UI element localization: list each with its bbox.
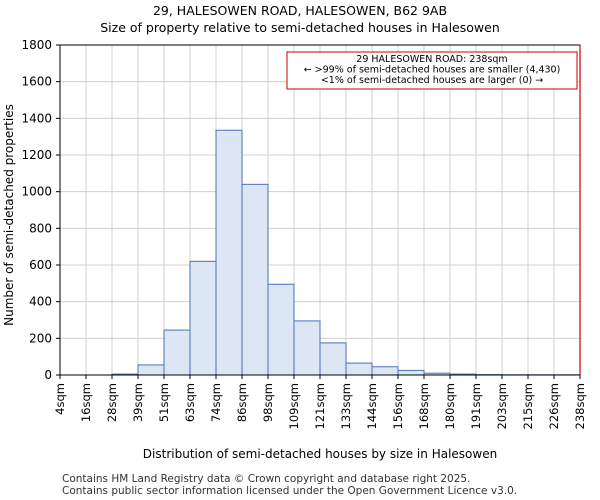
x-tick-label: 98sqm (261, 383, 275, 422)
x-tick-label: 180sqm (443, 383, 457, 429)
bar (293, 320, 321, 376)
x-tick-label: 4sqm (53, 383, 67, 415)
bar (397, 369, 425, 376)
y-tick-label: 0 (44, 368, 52, 382)
bar (163, 329, 191, 376)
x-tick-label: 156sqm (391, 383, 405, 429)
annotation-line-2: ← >99% of semi-detached houses are small… (304, 65, 561, 76)
x-tick-label: 16sqm (79, 383, 93, 422)
bar (189, 260, 217, 376)
x-tick-label: 86sqm (235, 383, 249, 422)
bar (215, 129, 243, 376)
x-tick-label: 215sqm (521, 383, 535, 429)
bar (345, 362, 373, 376)
chart-title: 29, HALESOWEN ROAD, HALESOWEN, B62 9AB (152, 3, 448, 18)
x-tick-label: 144sqm (365, 383, 379, 429)
y-tick-label: 1000 (21, 185, 52, 199)
annotation-box (286, 51, 578, 90)
x-axis-label: Distribution of semi-detached houses by … (143, 447, 497, 461)
y-tick-label: 1800 (21, 38, 52, 52)
x-tick-label: 168sqm (417, 383, 431, 429)
x-tick-label: 109sqm (287, 383, 301, 429)
bar (267, 283, 295, 376)
y-tick-label: 600 (29, 258, 52, 272)
marker: 29 HALESOWEN ROAD: 238sqm ← >99% of semi… (286, 45, 581, 375)
x-tick-label: 63sqm (183, 383, 197, 422)
y-tick-label: 1400 (21, 111, 52, 125)
x-tick-label: 121sqm (313, 383, 327, 429)
y-tick-label: 1600 (21, 75, 52, 89)
bar (319, 342, 347, 376)
x-tick-label: 133sqm (339, 383, 353, 429)
footer-line-1: Contains HM Land Registry data © Crown c… (62, 473, 471, 485)
x-tick-label: 51sqm (157, 383, 171, 422)
x-tick-label: 28sqm (105, 383, 119, 422)
chart-subtitle: Size of property relative to semi-detach… (100, 20, 500, 35)
x-tick-label: 203sqm (495, 383, 509, 429)
x-tick-label: 226sqm (547, 383, 561, 429)
y-ticks: 0 200 400 600 800 1000 1200 1400 1600 1800 (21, 38, 60, 382)
footer-line-2: Contains public sector information licen… (62, 485, 518, 497)
x-tick-label: 191sqm (469, 383, 483, 429)
y-tick-label: 1200 (21, 148, 52, 162)
x-ticks: 4sqm 16sqm 28sqm 39sqm 51sqm 63sqm 74sqm 86sqm 9… (53, 375, 587, 429)
x-tick-label: 74sqm (209, 383, 223, 422)
y-tick-label: 400 (29, 295, 52, 309)
bar (241, 183, 269, 376)
bar (137, 364, 165, 376)
bar (371, 366, 399, 376)
y-axis-label: Number of semi-detached properties (2, 104, 16, 326)
annotation-line-3: <1% of semi-detached houses are larger (… (321, 75, 543, 86)
y-tick-label: 800 (29, 221, 52, 235)
y-tick-label: 200 (29, 331, 52, 345)
x-tick-label: 39sqm (131, 383, 145, 422)
x-tick-label: 238sqm (573, 383, 587, 429)
bars (111, 129, 581, 376)
annotation-line-1: 29 HALESOWEN ROAD: 238sqm (356, 54, 507, 65)
